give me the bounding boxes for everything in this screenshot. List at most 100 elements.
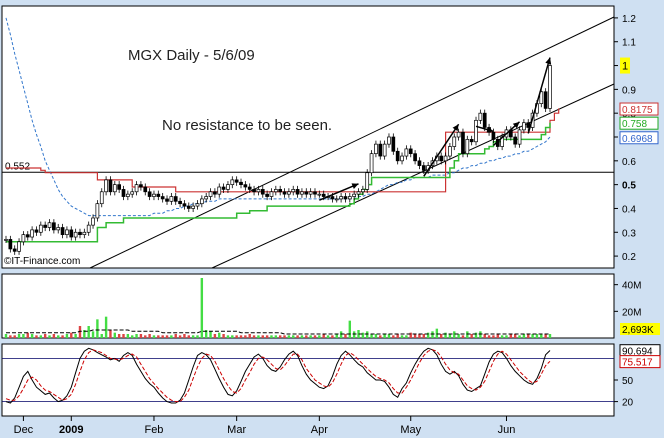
price-y-tick-label: 0.6 [622,157,636,168]
volume-bar [61,335,64,338]
volume-bar [422,334,425,338]
price-candle [456,128,461,141]
price-candle [126,190,130,201]
volume-bar [474,332,478,338]
price-candle [352,190,357,201]
volume-bar [322,334,325,338]
volume-bar [453,331,456,338]
volume-bar [274,335,278,338]
price-candle [313,188,317,198]
price-y-tick-label: 0.5 [622,181,636,192]
volume-bar [13,335,16,338]
volume-bar [318,335,321,338]
price-candle [300,188,304,198]
price-candle [347,192,352,203]
stochastic-y-tick-label: 20 [622,398,634,409]
volume-bar [109,330,112,338]
price-candle [443,152,448,165]
price-candle [356,188,361,198]
chart-title: MGX Daily - 5/6/09 [128,47,255,64]
volume-bar [104,316,108,338]
price-candle [173,192,178,205]
price-candle [139,181,143,191]
volume-bar [148,334,151,338]
volume-bar [96,319,99,338]
volume-bar [226,335,230,338]
price-candle [474,116,478,146]
volume-bar [366,331,369,338]
price-candle [38,221,43,236]
price-candle [47,219,52,232]
price-candle [465,135,470,158]
volume-bar [479,331,482,338]
volume-bar [9,335,12,338]
volume-bar [218,332,221,338]
price-candle [213,188,217,198]
stochastic-y-tick-label: 75.517 [622,358,653,369]
price-candle [343,192,348,203]
x-axis: Dec 2009 Feb Mar Apr May Jun [14,416,515,436]
volume-bar [409,332,412,338]
price-candle [165,195,169,205]
price-candle [391,133,396,155]
price-candle [65,226,69,239]
price-y-tick-label: 0.9 [622,85,636,96]
price-candle [417,157,422,170]
volume-bar [444,332,447,338]
volume-bar [344,334,347,338]
volume-bar [87,326,90,338]
volume-bar [178,335,182,338]
price-candle [52,219,56,234]
volume-bar [213,334,217,338]
volume-last-marker [620,323,660,335]
indicator-value-label: 0.6968 [622,134,653,145]
price-candle [539,88,544,108]
price-candle [169,192,174,205]
volume-y-axis: 40M 20M [614,281,641,318]
price-candle [461,128,465,158]
price-candle [256,185,261,196]
price-candle [69,226,74,241]
volume-y-tick-label: 20M [622,307,641,318]
volume-bar [191,335,195,338]
last-price-label: 1 [622,61,628,73]
watermark: ©IT-Finance.com [4,256,80,267]
trend-arrow [475,125,494,133]
price-candle [156,190,161,201]
trend-arrow [423,123,460,177]
price-candle [439,152,444,165]
x-axis-label: Mar [227,424,246,436]
volume-bar [305,335,308,338]
volume-bar [122,334,125,338]
price-y-tick-label: 1.2 [622,14,636,25]
price-candle [282,188,287,198]
price-candle [365,169,370,193]
volume-bar [313,335,317,338]
price-markers: 1 0.8175 0.758 0.6968 [619,57,659,145]
volume-bar [483,334,486,338]
volume-bar [426,332,430,338]
volume-bar [348,320,352,338]
indicator-value-label: 0.8175 [622,105,653,116]
volume-bar [470,334,473,338]
price-candle [73,228,78,241]
volume-bar [74,334,77,338]
volume-bar [209,331,212,338]
trend-arrows [319,57,552,201]
price-candle [334,195,339,203]
volume-bar [30,334,34,338]
volume-bar [70,332,73,338]
price-candle [369,150,374,177]
volume-average-line [6,329,550,335]
volume-bar [440,334,443,338]
volume-bar [418,334,421,338]
volume-bar [231,335,234,338]
volume-bar [400,335,404,338]
stochastic-plot-area [1,343,615,417]
volume-bar [431,331,434,338]
volume-bar [435,328,439,338]
volume-bar [309,335,312,338]
